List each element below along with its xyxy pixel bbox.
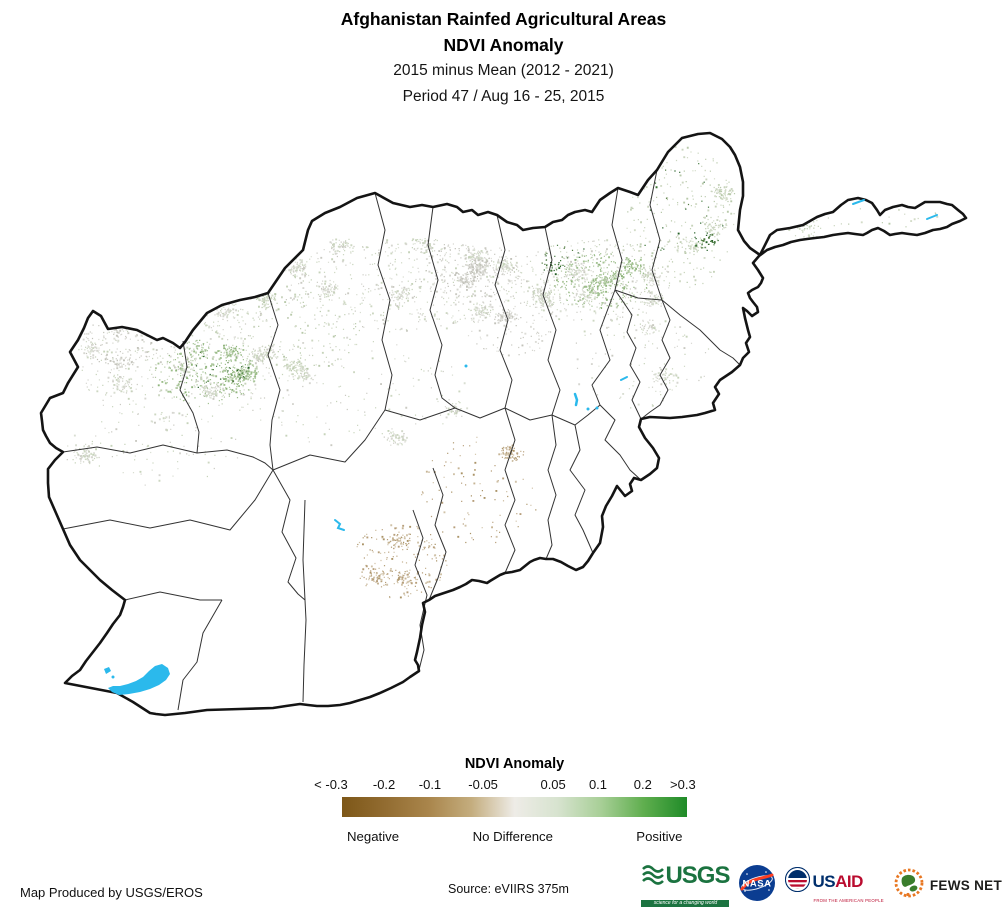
- page-title: Afghanistan Rainfed Agricultural Areas: [340, 9, 667, 29]
- legend-label-positive: Positive: [636, 829, 683, 844]
- fewsnet-wordmark: FEWS NET: [929, 877, 1002, 893]
- legend-tick: -0.1: [418, 777, 442, 792]
- logo-strip: USGS science for a changing world NASA: [641, 861, 1002, 909]
- legend-title: NDVI Anomaly: [464, 756, 565, 772]
- usaid-logo: USAID FROM THE AMERICAN PEOPLE: [785, 867, 884, 903]
- nasa-logo: NASA: [738, 864, 776, 907]
- legend-tick-row: < -0.3 -0.2 -0.1 -0.05 0.05 0.1 0.2 >0.3: [314, 777, 696, 794]
- legend-label-negative: Negative: [347, 829, 400, 844]
- legend-tick: < -0.3: [314, 777, 348, 792]
- usaid-seal-icon: [785, 867, 811, 897]
- subtitle-comparison: 2015 minus Mean (2012 - 2021): [393, 62, 614, 79]
- legend: NDVI Anomaly < -0.3 -0.2 -0.1 -0.05 0.05…: [314, 756, 696, 845]
- usgs-wordmark: USGS: [665, 862, 730, 889]
- usaid-wordmark-us: US: [812, 872, 836, 891]
- svg-text:NASA: NASA: [743, 878, 772, 889]
- usgs-wave-icon: [641, 863, 665, 890]
- legend-tick: 0.1: [588, 777, 608, 792]
- fewsnet-logo: FEWS NET: [893, 867, 1002, 904]
- usaid-wordmark-aid: AID: [835, 872, 863, 891]
- source-text: Source: eVIIRS 375m: [448, 882, 569, 896]
- credit-text: Map Produced by USGS/EROS: [20, 885, 203, 900]
- legend-category-row: Negative No Difference Positive: [342, 829, 687, 845]
- page-subtitle-ndvi: NDVI Anomaly: [443, 35, 564, 55]
- legend-label-nodifference: No Difference: [472, 829, 553, 844]
- legend-tick: -0.2: [372, 777, 396, 792]
- usgs-tagline: science for a changing world: [641, 900, 730, 907]
- legend-tick: 0.2: [633, 777, 652, 792]
- legend-tick: 0.05: [540, 777, 566, 792]
- fewsnet-globe-icon: [893, 867, 925, 904]
- header: Afghanistan Rainfed Agricultural Areas N…: [0, 6, 1007, 110]
- legend-tick: -0.05: [468, 777, 498, 792]
- subtitle-period: Period 47 / Aug 16 - 25, 2015: [402, 88, 605, 105]
- legend-gradient-bar: [342, 797, 687, 817]
- usgs-logo: USGS science for a changing world: [641, 861, 730, 909]
- legend-tick: >0.3: [670, 777, 696, 792]
- usaid-tagline: FROM THE AMERICAN PEOPLE: [813, 898, 884, 903]
